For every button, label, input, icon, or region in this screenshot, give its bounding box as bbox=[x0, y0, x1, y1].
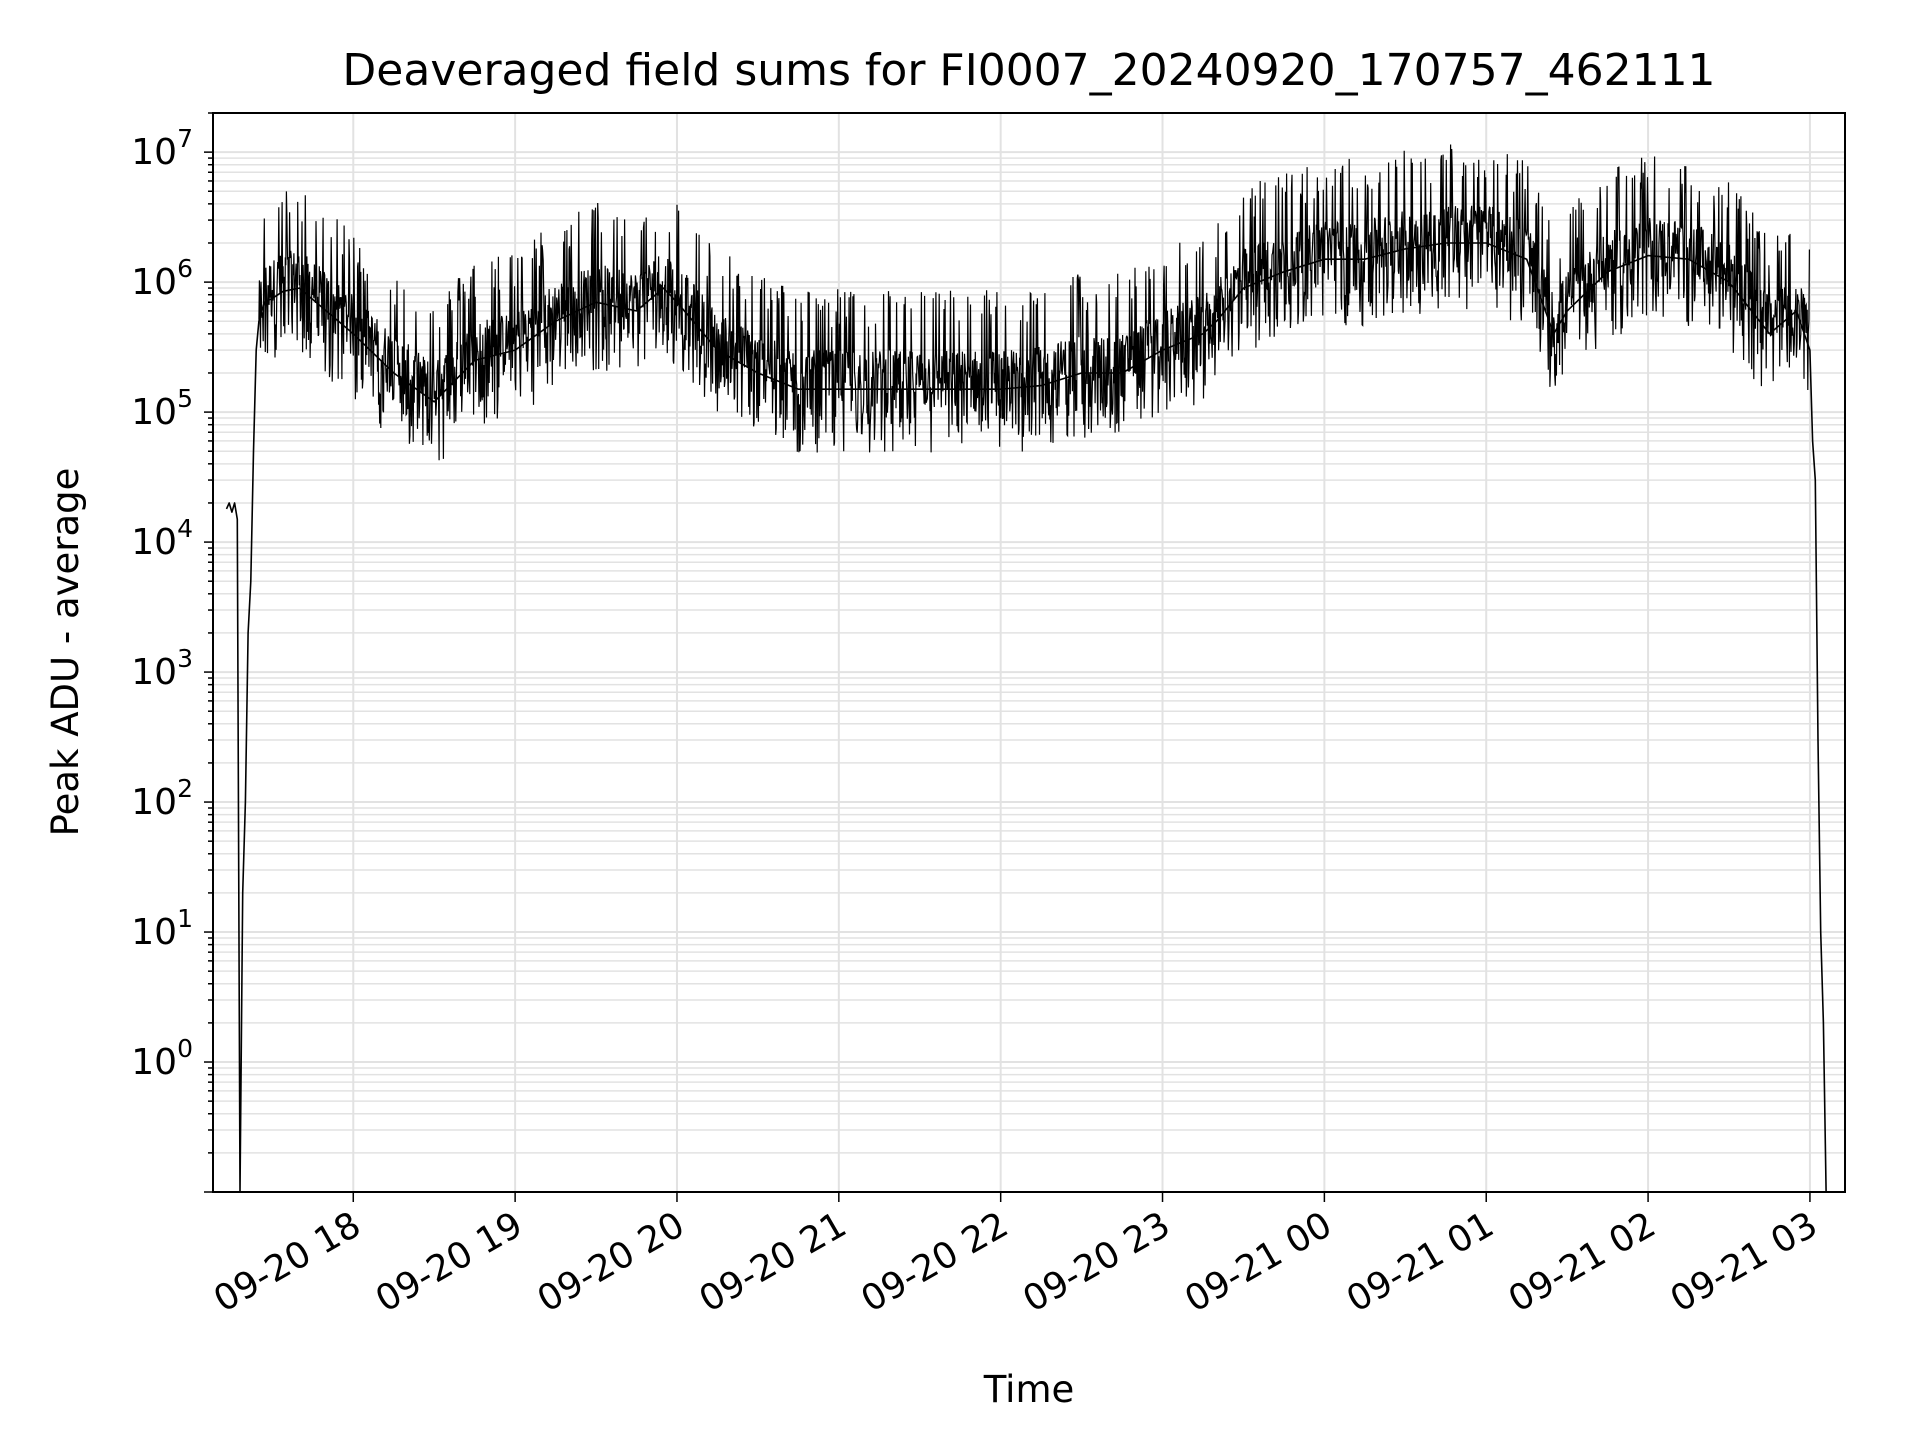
y-tick-exponent: 7 bbox=[177, 124, 193, 153]
y-tick-base: 10 bbox=[131, 522, 177, 563]
y-tick-label: 105 bbox=[131, 384, 193, 433]
y-tick-label: 100 bbox=[131, 1034, 193, 1083]
y-tick-exponent: 4 bbox=[177, 514, 193, 543]
y-tick-exponent: 5 bbox=[177, 384, 193, 413]
y-tick-exponent: 0 bbox=[177, 1034, 193, 1063]
y-tick-base: 10 bbox=[131, 912, 177, 953]
y-tick-base: 10 bbox=[131, 652, 177, 693]
y-tick-base: 10 bbox=[131, 132, 177, 173]
y-tick-base: 10 bbox=[131, 262, 177, 303]
y-axis-label: Peak ADU - average bbox=[44, 468, 87, 837]
y-tick-base: 10 bbox=[131, 392, 177, 433]
y-tick-base: 10 bbox=[131, 782, 177, 823]
y-tick-exponent: 2 bbox=[177, 774, 193, 803]
y-tick-exponent: 3 bbox=[177, 644, 193, 673]
y-tick-label: 106 bbox=[131, 254, 193, 303]
data-series bbox=[225, 144, 1827, 1193]
plot-area-frame bbox=[212, 112, 1846, 1193]
y-tick-label: 101 bbox=[131, 904, 193, 953]
y-tick-exponent: 1 bbox=[177, 904, 193, 933]
y-tick-label: 103 bbox=[131, 644, 193, 693]
x-axis-label: Time bbox=[983, 1368, 1075, 1411]
y-tick-label: 107 bbox=[131, 124, 193, 173]
chart-title: Deaveraged field sums for FI0007_2024092… bbox=[342, 45, 1715, 96]
series-trace-detail bbox=[258, 144, 1810, 461]
y-tick-base: 10 bbox=[131, 1042, 177, 1083]
y-tick-label: 104 bbox=[131, 514, 193, 563]
y-tick-label: 102 bbox=[131, 774, 193, 823]
y-tick-exponent: 6 bbox=[177, 254, 193, 283]
